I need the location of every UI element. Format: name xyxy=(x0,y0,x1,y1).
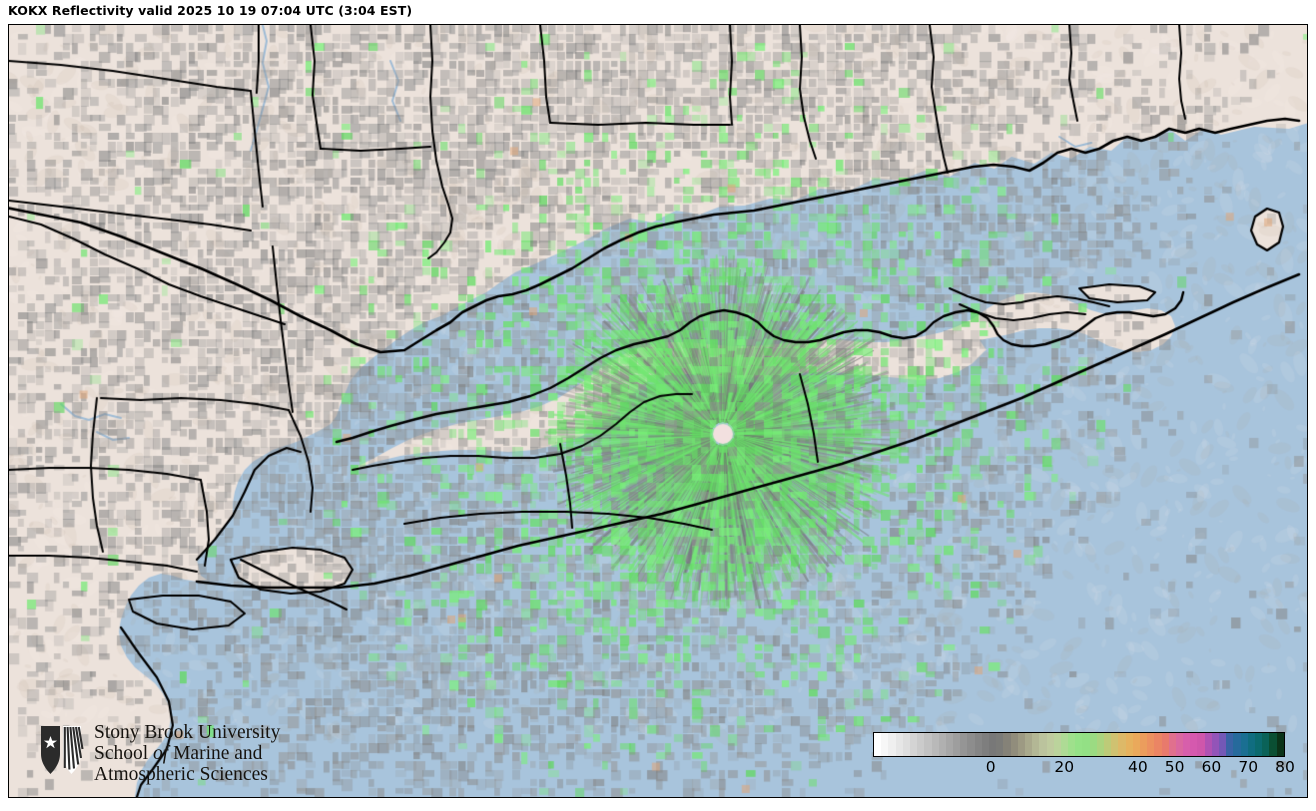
radar-map-canvas[interactable] xyxy=(9,25,1307,797)
radar-map[interactable]: Stony Brook University School of Marine … xyxy=(8,24,1308,798)
page-title: KOKX Reflectivity valid 2025 10 19 07:04… xyxy=(8,3,413,18)
